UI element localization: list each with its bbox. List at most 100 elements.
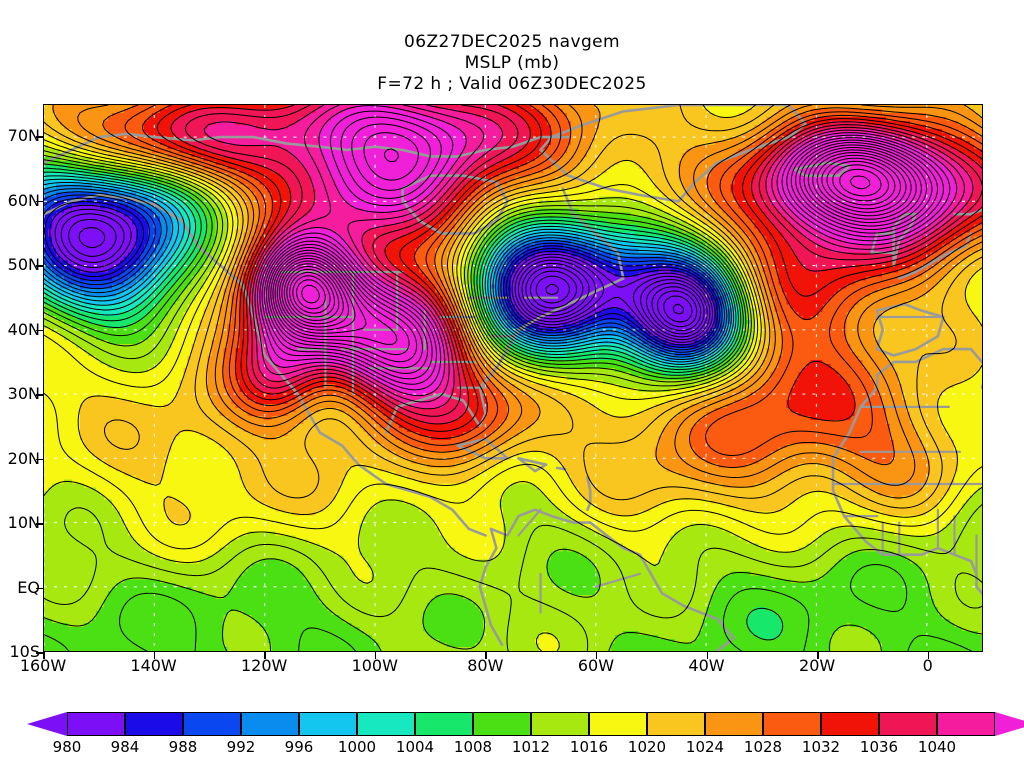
- contour-line: [44, 201, 718, 348]
- colorbar-tick-label: 1008: [443, 738, 503, 756]
- colorbar-tick-label: 1028: [733, 738, 793, 756]
- colorbar-cell: [241, 712, 299, 736]
- ytick-mark: [36, 265, 43, 267]
- coastline-segment: [831, 373, 879, 492]
- colorbar-cell: [879, 712, 937, 736]
- contour-line: [44, 159, 972, 651]
- colorbar-tick-label: 996: [269, 738, 329, 756]
- coastline-segment: [875, 302, 945, 357]
- colorbar-tick-label: 1016: [559, 738, 619, 756]
- xtick-mark: [927, 652, 930, 659]
- ytick-mark: [36, 458, 43, 461]
- contour-line: [52, 105, 982, 499]
- ytick-label: 50N: [0, 255, 40, 274]
- contour-line: [77, 105, 982, 486]
- coastline-segment: [870, 232, 895, 255]
- contour-line: [102, 105, 982, 468]
- xtick-mark: [153, 652, 156, 659]
- contour-line: [44, 178, 735, 365]
- coastline-segment: [875, 347, 982, 389]
- colorbar-tick-label: 980: [37, 738, 97, 756]
- ytick-mark: [36, 200, 43, 203]
- ytick-mark: [36, 523, 43, 525]
- contour-line: [44, 171, 739, 371]
- ytick-label: EQ: [0, 578, 40, 597]
- contour-line: [545, 283, 684, 315]
- colorbar-cell: [299, 712, 357, 736]
- contour-line: [184, 105, 982, 417]
- contour-line: [68, 218, 708, 338]
- coastline-segment: [588, 521, 736, 651]
- colorbar-cell: [763, 712, 821, 736]
- contour-line: [141, 105, 982, 439]
- colorbar-cell: [415, 712, 473, 736]
- ytick-label: 10N: [0, 513, 40, 532]
- contour-line: [525, 266, 702, 332]
- colorbar-tick-label: 1012: [501, 738, 561, 756]
- political-border: [594, 572, 642, 588]
- colorbar-tick-label: 1024: [675, 738, 735, 756]
- contour-line: [529, 270, 698, 328]
- ytick-mark: [36, 329, 43, 332]
- political-border: [517, 508, 542, 537]
- colorbar-tick-label: 1020: [617, 738, 677, 756]
- ytick-label: 40N: [0, 320, 40, 339]
- colorbar-cell: [705, 712, 763, 736]
- ytick-mark: [36, 587, 43, 590]
- colorbar-tick-label: 992: [211, 738, 271, 756]
- chart-title-block: 06Z27DEC2025 navgem MSLP (mb) F=72 h ; V…: [0, 32, 1024, 95]
- mslp-contour-lines: [44, 105, 982, 651]
- contour-line: [170, 105, 982, 425]
- coastline-segment: [539, 105, 807, 203]
- contour-line: [78, 227, 705, 335]
- contour-line: [156, 105, 982, 432]
- contour-line: [44, 145, 982, 651]
- colorbar-cell: [357, 712, 415, 736]
- title-line-field: MSLP (mb): [0, 53, 1024, 74]
- contour-line: [54, 208, 714, 343]
- colorbar-cell: [183, 712, 241, 736]
- colorbar-cell: [125, 712, 183, 736]
- coastline-segment: [586, 476, 592, 512]
- colorbar-tick-label: 1032: [791, 738, 851, 756]
- contour-line: [44, 150, 982, 651]
- contour-line: [44, 185, 730, 360]
- ytick-label: 70N: [0, 126, 40, 145]
- colorbar-tick-label: 1000: [327, 738, 387, 756]
- ytick-mark: [36, 652, 43, 654]
- contour-line: [124, 105, 982, 457]
- coastline-segment: [478, 527, 504, 646]
- colorbar-over-arrow: [995, 712, 1024, 736]
- title-line-model: 06Z27DEC2025 navgem: [0, 32, 1024, 53]
- colorbar-cell: [937, 712, 995, 736]
- colorbar-cell: [647, 712, 705, 736]
- colorbar-cell: [589, 712, 647, 736]
- pressure-colorbar: [27, 712, 1024, 736]
- colorbar-cell: [531, 712, 589, 736]
- colorbar-cell: [67, 712, 125, 736]
- ytick-label: 60N: [0, 191, 40, 210]
- ytick-label: 30N: [0, 384, 40, 403]
- xtick-mark: [374, 652, 377, 659]
- ytick-mark: [36, 136, 43, 138]
- colorbar-tick-label: 1004: [385, 738, 445, 756]
- contour-line: [60, 213, 711, 341]
- colorbar-tick-label: 1036: [849, 738, 909, 756]
- xtick-mark: [817, 652, 819, 659]
- coastline-segment: [384, 187, 625, 434]
- colorbar-cell: [473, 712, 531, 736]
- contour-line: [44, 139, 982, 550]
- contour-line: [44, 105, 982, 526]
- contour-line: [535, 275, 693, 323]
- coastline-segment: [953, 208, 982, 216]
- mslp-contour-field: [44, 105, 982, 651]
- colorbar-tick-label: 984: [95, 738, 155, 756]
- contour-line: [44, 194, 723, 353]
- contour-line: [44, 188, 728, 358]
- contour-line: [44, 163, 784, 641]
- colorbar-under-arrow: [27, 712, 67, 736]
- contour-line: [44, 154, 982, 651]
- map-plot-area: [43, 104, 983, 652]
- ytick-label: 20N: [0, 449, 40, 468]
- contour-line: [44, 191, 726, 356]
